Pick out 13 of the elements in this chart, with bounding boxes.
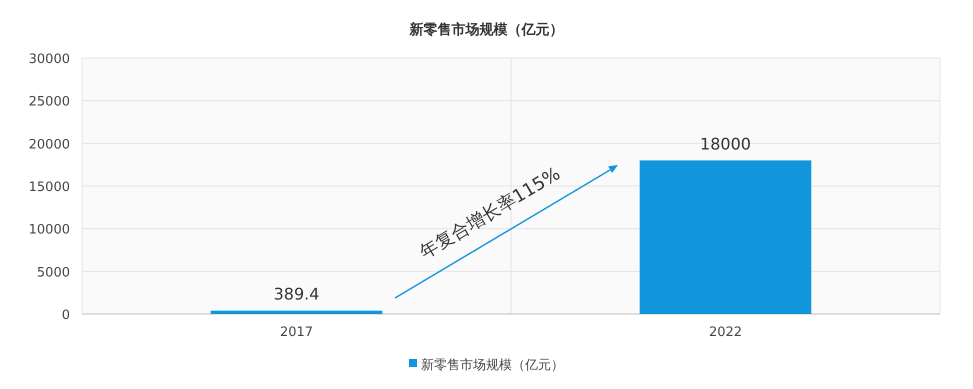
x-tick-label: 2022 — [708, 325, 742, 340]
y-tick-label: 5000 — [36, 265, 70, 280]
y-tick-label: 20000 — [28, 137, 70, 152]
y-tick-label: 0 — [62, 308, 70, 323]
data-label: 389.4 — [274, 284, 320, 304]
y-tick-label: 15000 — [28, 180, 70, 195]
legend-label: 新零售市场规模（亿元） — [421, 358, 564, 373]
x-tick-label: 2017 — [280, 325, 314, 340]
chart-title: 新零售市场规模（亿元） — [408, 21, 564, 38]
y-tick-label: 10000 — [28, 222, 70, 238]
y-tick-label: 25000 — [28, 94, 70, 110]
data-label: 18000 — [700, 134, 751, 154]
y-tick-label: 30000 — [28, 52, 70, 67]
